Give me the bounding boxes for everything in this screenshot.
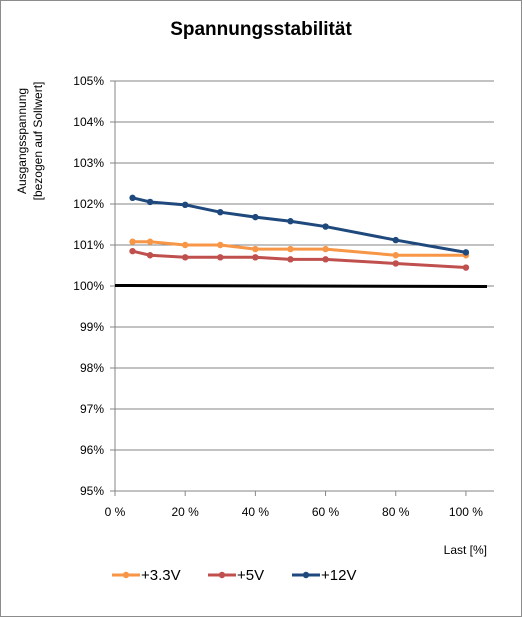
data-point [146, 238, 154, 245]
y-tick-labels: 95% 96% 97% 98% 99% 100% 101% 102% 103% 104% 105% [73, 74, 104, 498]
x-tick-label: 40 % [242, 505, 270, 519]
legend-swatch-marker [218, 571, 226, 579]
data-point [146, 198, 154, 206]
data-point [392, 236, 399, 244]
data-point [252, 254, 259, 261]
legend-item: +5V [208, 567, 264, 584]
data-point [181, 201, 189, 209]
series-line [132, 249, 467, 270]
legend-item: +12V [292, 567, 356, 584]
x-axis-title: Last [%] [444, 543, 487, 557]
data-point [392, 252, 399, 259]
data-point [217, 209, 224, 216]
series-1 [129, 247, 470, 271]
data-point [322, 256, 329, 263]
legend-label: +5V [237, 567, 264, 584]
data-point [322, 245, 329, 253]
data-point [287, 256, 294, 263]
reference-line-100 [114, 284, 488, 288]
x-tick-label: 60 % [312, 505, 340, 519]
data-point [252, 245, 259, 253]
data-point [462, 249, 470, 256]
x-tick-label: 80 % [382, 505, 410, 519]
data-point [181, 254, 189, 261]
y-tick-label: 102% [73, 197, 104, 211]
y-tick-label: 101% [73, 238, 104, 252]
data-point [146, 252, 154, 259]
legend-label: +12V [321, 567, 356, 584]
x-tick-label: 0 % [105, 505, 126, 519]
data-point [287, 218, 294, 225]
y-tick-label: 95% [80, 484, 104, 498]
y-tick-label: 100% [73, 279, 104, 293]
y-tick-label: 105% [73, 74, 104, 88]
data-point [217, 241, 224, 249]
y-tick-label: 98% [80, 361, 104, 375]
gridlines [110, 80, 494, 496]
y-tick-label: 97% [80, 402, 104, 416]
y-tick-label: 103% [73, 156, 104, 170]
series-2 [129, 194, 470, 256]
legend-item: +3.3V [112, 567, 181, 584]
data-point [322, 223, 329, 230]
series-group [129, 194, 470, 271]
series-0 [129, 238, 470, 259]
y-tick-label: 96% [80, 443, 104, 457]
data-point [129, 247, 136, 255]
legend-label: +3.3V [141, 567, 181, 584]
data-point [462, 264, 470, 271]
data-point [252, 213, 259, 221]
y-axis-title-line1: Ausgangsspannung [15, 88, 29, 194]
x-tick-label: 100 % [449, 505, 483, 519]
x-tick-labels: 0 % 20 % 40 % 60 % 80 % 100 % [105, 505, 484, 519]
legend-swatch-marker [122, 571, 130, 579]
x-tick-label: 20 % [172, 505, 200, 519]
data-point [392, 260, 399, 267]
data-point [129, 238, 136, 245]
legend-swatch-marker [302, 571, 310, 579]
chart-title: Spannungsstabilität [170, 19, 352, 40]
data-point [217, 254, 224, 261]
y-tick-label: 104% [73, 115, 104, 129]
data-point [287, 245, 294, 253]
data-point [129, 194, 136, 202]
y-tick-label: 99% [80, 320, 104, 334]
y-axis-title-line2: [bezogen auf Sollwert] [31, 82, 45, 201]
legend: +3.3V +5V +12V [112, 567, 356, 584]
data-point [181, 241, 189, 249]
